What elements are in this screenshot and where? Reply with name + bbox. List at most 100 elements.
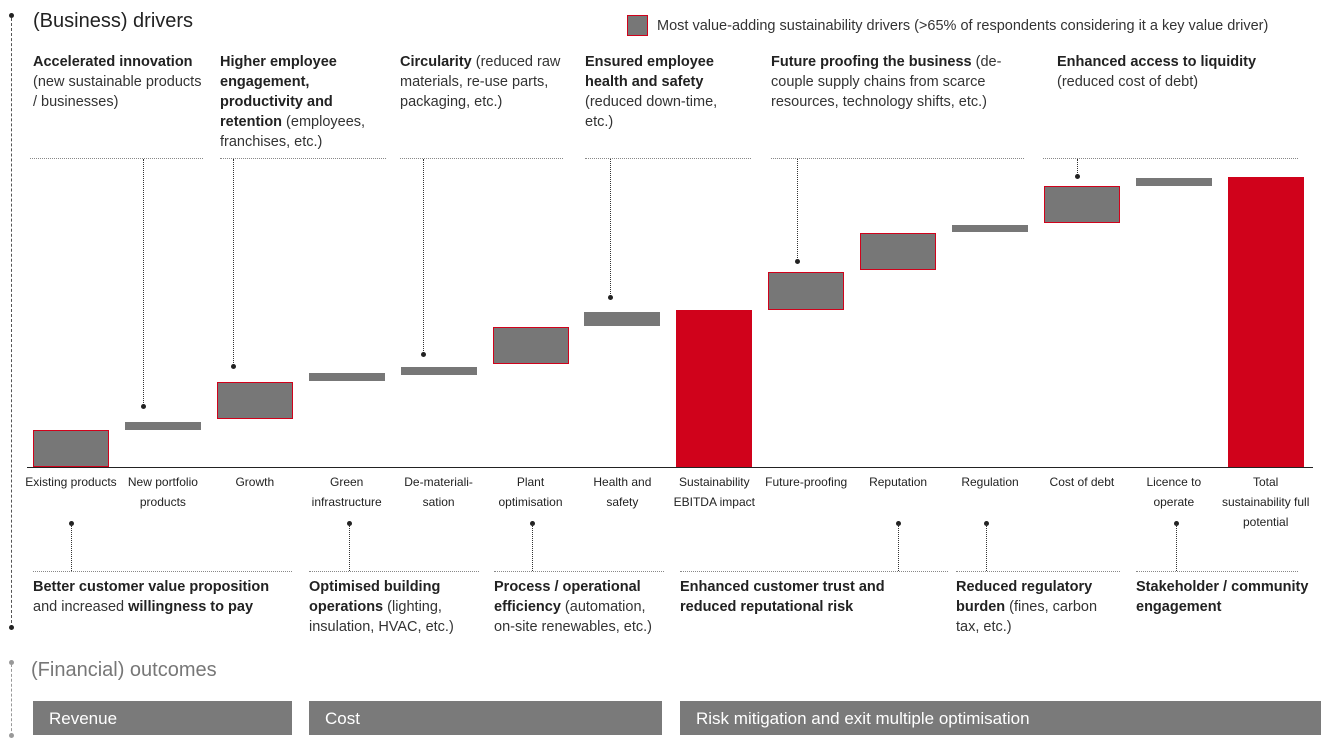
connector [610, 159, 611, 298]
divider [680, 571, 948, 572]
waterfall-bar [768, 272, 845, 311]
outcome-driver-text: Better customer value proposition and in… [33, 577, 293, 617]
connector-dot [1174, 521, 1179, 526]
divider [956, 571, 1120, 572]
driver-text: Circularity (reduced raw materials, re-u… [400, 52, 570, 112]
timeline-dot [9, 13, 14, 18]
connector-dot [421, 352, 426, 357]
category-label: Existing products [25, 475, 117, 489]
connector [349, 524, 350, 571]
connector-dot [347, 521, 352, 526]
connector [532, 524, 533, 571]
outcome-driver-text: Process / operational efficiency (automa… [494, 577, 664, 637]
category-label: Health and safety [593, 475, 652, 509]
connector-dot [984, 521, 989, 526]
financial-outcomes-title: (Financial) outcomes [31, 659, 217, 681]
connector [1176, 524, 1177, 571]
category-label: Future-proofing [765, 475, 848, 489]
waterfall-bar [492, 326, 569, 365]
baseline [27, 467, 1313, 468]
timeline-line-outcomes [11, 664, 12, 736]
waterfall-bar [676, 310, 753, 467]
driver-detail: (new sustainable products / businesses) [33, 74, 202, 110]
legend-label: Most value-adding sustainability drivers… [657, 18, 1269, 34]
driver-detail: (reduced down-time, etc.) [585, 94, 718, 130]
timeline-dot [9, 625, 14, 630]
category-label: Cost of debt [1049, 475, 1115, 489]
connector-dot [69, 521, 74, 526]
divider [494, 571, 664, 572]
connector [986, 524, 987, 571]
timeline-dot [9, 733, 14, 738]
divider [1136, 571, 1298, 572]
divider [1043, 158, 1298, 159]
divider [30, 158, 203, 159]
divider [771, 158, 1024, 159]
driver-title: Enhanced access to liquidity [1057, 54, 1257, 70]
connector [1077, 159, 1078, 177]
connector [797, 159, 798, 262]
category-label: De-materiali-sation [404, 475, 473, 509]
connector [423, 159, 424, 355]
timeline-line-drivers [11, 18, 12, 628]
timeline-dot [9, 660, 14, 665]
connector-dot [231, 364, 236, 369]
waterfall-bar [1043, 185, 1120, 224]
connector-dot [1075, 174, 1080, 179]
driver-text: Enhanced access to liquidity (reduced co… [1057, 52, 1277, 92]
divider [585, 158, 751, 159]
driver-title: Accelerated innovation [33, 54, 193, 70]
outcome-driver-text: Optimised building operations (lighting,… [309, 577, 474, 637]
outcome-detail: (lighting, insulation, HVAC, etc.) [309, 599, 454, 635]
driver-detail: (employees, franchises, etc.) [220, 114, 366, 150]
legend-swatch [627, 15, 648, 36]
driver-text: Ensured employee health and safety (redu… [585, 52, 725, 132]
divider [400, 158, 563, 159]
connector [898, 524, 899, 571]
waterfall-bar [308, 373, 385, 381]
waterfall-bar [400, 366, 477, 376]
connector-dot [608, 295, 613, 300]
outcome-title: Stakeholder / community engagement [1136, 579, 1309, 615]
outcome-box-risk: Risk mitigation and exit multiple optimi… [680, 701, 1321, 735]
connector-dot [896, 521, 901, 526]
page-title: (Business) drivers [33, 10, 194, 32]
outcome-driver-text: Reduced regulatory burden (fines, carbon… [956, 577, 1116, 637]
outcome-driver-text: Enhanced customer trust and reduced repu… [680, 577, 900, 617]
driver-text: Accelerated innovation (new sustainable … [33, 52, 203, 112]
driver-detail: (de-couple supply chains from scarce res… [771, 54, 1002, 110]
outcome-title: Enhanced customer trust and reduced repu… [680, 579, 885, 615]
category-label: Plant optimisation [498, 475, 563, 509]
category-label: Green infrastructure [311, 475, 382, 509]
outcome-title: Reduced regulatory burden [956, 579, 1093, 615]
outcome-driver-text: Stakeholder / community engagement [1136, 577, 1316, 617]
category-label: Reputation [869, 475, 928, 489]
category-label: Regulation [961, 475, 1019, 489]
connector-dot [795, 259, 800, 264]
category-label: Total sustainability full potential [1222, 475, 1310, 529]
connector-dot [530, 521, 535, 526]
driver-title: Future proofing the business [771, 54, 972, 70]
category-label: New portfolio products [127, 475, 198, 509]
waterfall-bar [952, 225, 1028, 233]
divider [33, 571, 292, 572]
driver-text: Higher employee engagement, productivity… [220, 52, 380, 152]
connector [143, 159, 144, 407]
outcome-title: Process / operational efficiency [494, 579, 641, 615]
outcome-detail: (fines, carbon tax, etc.) [956, 599, 1098, 635]
category-label: Sustainability EBITDA impact [673, 475, 755, 509]
outcome-title-2: willingness to pay [128, 599, 254, 615]
outcome-title: Optimised building operations [309, 579, 441, 615]
divider [309, 571, 479, 572]
outcome-title: Better customer value proposition [33, 579, 270, 595]
waterfall-bar [216, 382, 293, 419]
waterfall-bar [1135, 177, 1212, 186]
connector-dot [141, 404, 146, 409]
category-label: Licence to operate [1146, 475, 1202, 509]
waterfall-bar [584, 312, 661, 327]
waterfall-bar [124, 422, 201, 430]
driver-detail: (reduced raw materials, re-use parts, pa… [400, 54, 561, 110]
divider [220, 158, 386, 159]
outcome-detail: and increased [33, 599, 129, 615]
waterfall-bar [1227, 177, 1304, 467]
